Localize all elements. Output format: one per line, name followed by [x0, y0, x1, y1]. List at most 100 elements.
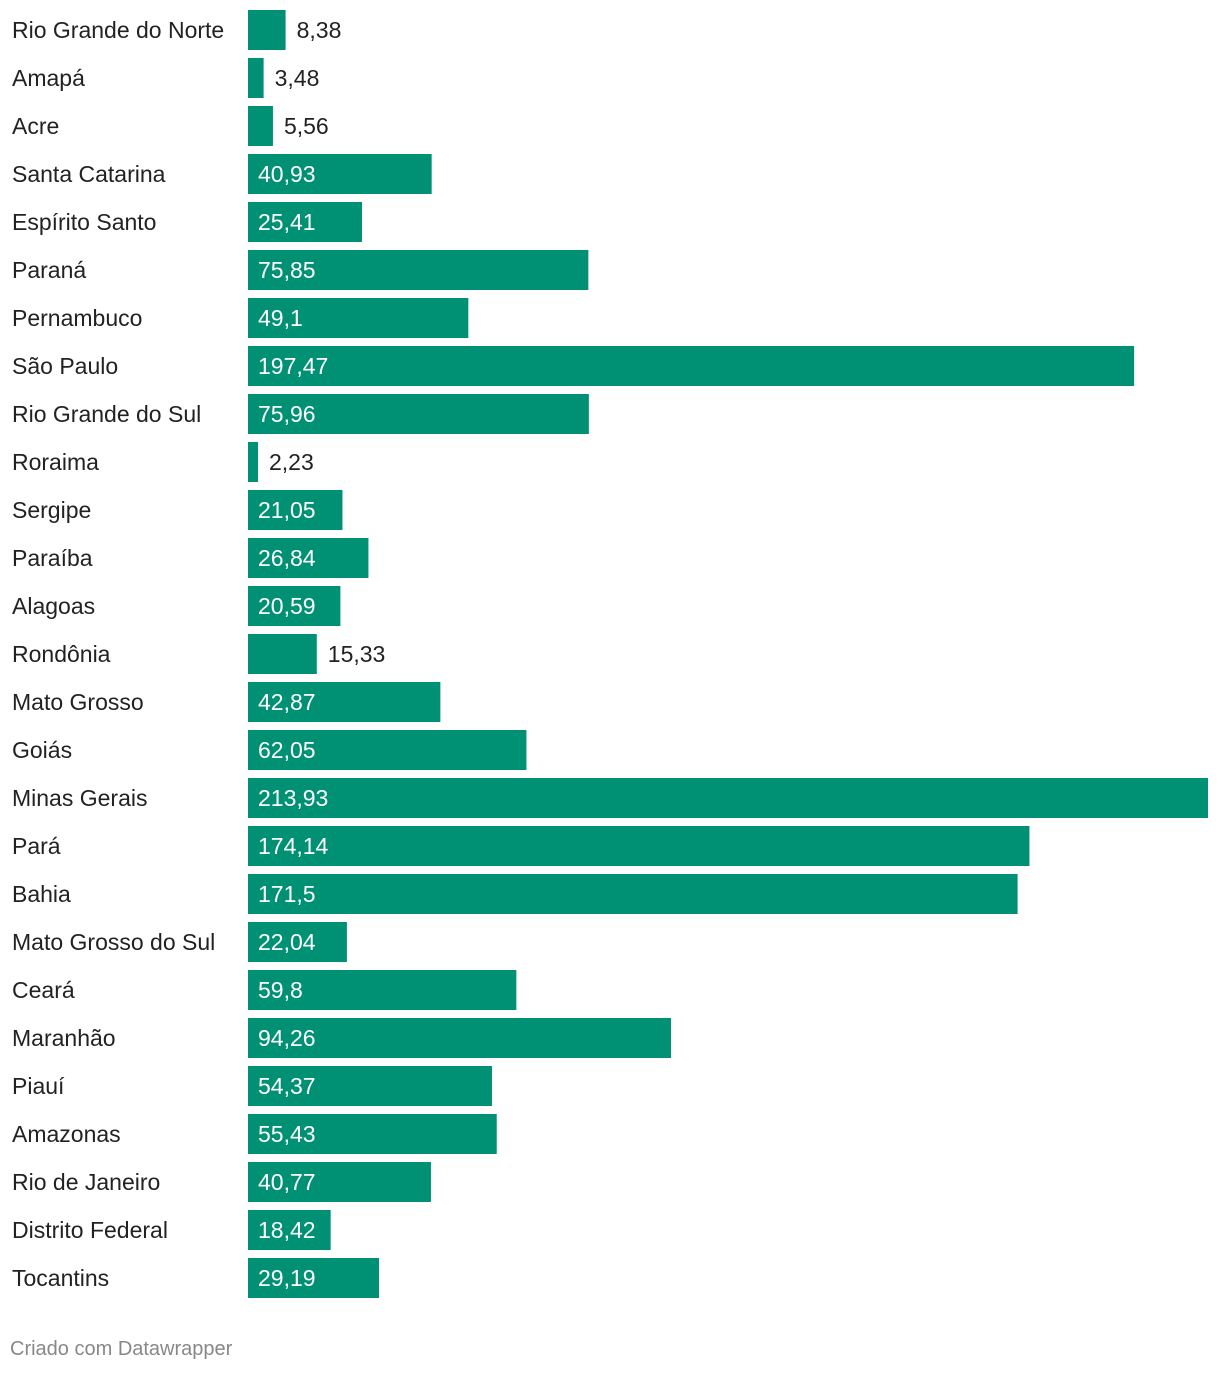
- bar-row: Paraná 75,85: [12, 250, 589, 290]
- value-label: 49,1: [258, 305, 303, 331]
- value-label: 3,48: [275, 65, 320, 91]
- bar-row: Mato Grosso do Sul 22,04: [12, 922, 347, 962]
- bar-row: Amapá 3,48: [12, 58, 319, 98]
- category-label: Paraná: [12, 257, 86, 283]
- category-label: Pará: [12, 833, 61, 859]
- category-label: Ceará: [12, 977, 75, 1003]
- bar: [248, 586, 341, 626]
- category-label: Piauí: [12, 1073, 65, 1099]
- category-label: Distrito Federal: [12, 1217, 168, 1243]
- bar: [248, 730, 527, 770]
- category-label: Minas Gerais: [12, 785, 147, 811]
- bar-row: Goiás 62,05: [12, 730, 527, 770]
- value-label: 171,5: [258, 881, 316, 907]
- bar: [248, 1258, 379, 1298]
- bar: [248, 778, 1208, 818]
- value-label: 75,96: [258, 401, 316, 427]
- value-label: 25,41: [258, 209, 316, 235]
- value-label: 8,38: [297, 17, 342, 43]
- value-label: 2,23: [269, 449, 314, 475]
- bar: [248, 442, 259, 482]
- bar-row: São Paulo 197,47: [12, 346, 1135, 386]
- value-label: 42,87: [258, 689, 316, 715]
- bar: [248, 250, 589, 290]
- bar: [248, 922, 347, 962]
- category-label: Mato Grosso do Sul: [12, 929, 215, 955]
- bar: [248, 1210, 331, 1250]
- bar: [248, 10, 286, 50]
- value-label: 15,33: [328, 641, 386, 667]
- bar: [248, 682, 441, 722]
- value-label: 20,59: [258, 593, 316, 619]
- value-label: 55,43: [258, 1121, 316, 1147]
- value-label: 18,42: [258, 1217, 316, 1243]
- category-label: Goiás: [12, 737, 72, 763]
- bar: [248, 970, 517, 1010]
- bar-row: Bahia 171,5: [12, 874, 1018, 914]
- value-label: 62,05: [258, 737, 316, 763]
- value-label: 94,26: [258, 1025, 316, 1051]
- value-label: 40,93: [258, 161, 316, 187]
- value-label: 59,8: [258, 977, 303, 1003]
- bar: [248, 106, 273, 146]
- bar: [248, 826, 1030, 866]
- bar-row: Espírito Santo 25,41: [12, 202, 363, 242]
- bar: [248, 1162, 431, 1202]
- bar: [248, 202, 363, 242]
- bar-row: Rio Grande do Norte 8,38: [12, 10, 341, 50]
- category-label: Amazonas: [12, 1121, 121, 1147]
- bar-row: Tocantins 29,19: [12, 1258, 379, 1298]
- value-label: 174,14: [258, 833, 329, 859]
- bar-row: Rio Grande do Sul 75,96: [12, 394, 589, 434]
- bar: [248, 874, 1018, 914]
- category-label: Rio de Janeiro: [12, 1169, 160, 1195]
- bar-row: Roraima 2,23: [12, 442, 314, 482]
- bar: [248, 58, 264, 98]
- bar-row: Rondônia 15,33: [12, 634, 385, 674]
- category-label: Rio Grande do Norte: [12, 17, 224, 43]
- category-label: Roraima: [12, 449, 99, 475]
- category-label: Alagoas: [12, 593, 95, 619]
- value-label: 29,19: [258, 1265, 316, 1291]
- bar: [248, 634, 317, 674]
- bar-row: Rio de Janeiro 40,77: [12, 1162, 431, 1202]
- category-label: Sergipe: [12, 497, 91, 523]
- category-label: Mato Grosso: [12, 689, 144, 715]
- bar-row: Maranhão 94,26: [12, 1018, 671, 1058]
- bar: [248, 538, 369, 578]
- category-label: Rondônia: [12, 641, 111, 667]
- bar-row: Pará 174,14: [12, 826, 1030, 866]
- bar: [248, 346, 1135, 386]
- category-label: Tocantins: [12, 1265, 109, 1291]
- bar: [248, 298, 469, 338]
- category-label: Santa Catarina: [12, 161, 166, 187]
- value-label: 75,85: [258, 257, 316, 283]
- value-label: 213,93: [258, 785, 328, 811]
- category-label: Acre: [12, 113, 59, 139]
- category-label: Rio Grande do Sul: [12, 401, 201, 427]
- bar-row: Santa Catarina 40,93: [12, 154, 432, 194]
- bar-row: Ceará 59,8: [12, 970, 517, 1010]
- value-label: 197,47: [258, 353, 328, 379]
- bar-row: Acre 5,56: [12, 106, 329, 146]
- bar: [248, 394, 589, 434]
- value-label: 5,56: [284, 113, 329, 139]
- value-label: 21,05: [258, 497, 316, 523]
- bar: [248, 1066, 492, 1106]
- bar-row: Distrito Federal 18,42: [12, 1210, 331, 1250]
- value-label: 54,37: [258, 1073, 316, 1099]
- bar: [248, 490, 343, 530]
- category-label: Paraíba: [12, 545, 93, 571]
- bar-row: Pernambuco 49,1: [12, 298, 469, 338]
- bar-row: Sergipe 21,05: [12, 490, 343, 530]
- bar-row: Amazonas 55,43: [12, 1114, 497, 1154]
- bar-row: Alagoas 20,59: [12, 586, 341, 626]
- bar-row: Minas Gerais 213,93: [12, 778, 1208, 818]
- category-label: São Paulo: [12, 353, 118, 379]
- category-label: Espírito Santo: [12, 209, 156, 235]
- bar-row: Piauí 54,37: [12, 1066, 492, 1106]
- bar-chart: Rio Grande do Norte 8,38 Amapá 3,48 Acre 5,56…: [12, 10, 1208, 1298]
- category-label: Pernambuco: [12, 305, 142, 331]
- bar-row: Mato Grosso 42,87: [12, 682, 441, 722]
- bar: [248, 1018, 671, 1058]
